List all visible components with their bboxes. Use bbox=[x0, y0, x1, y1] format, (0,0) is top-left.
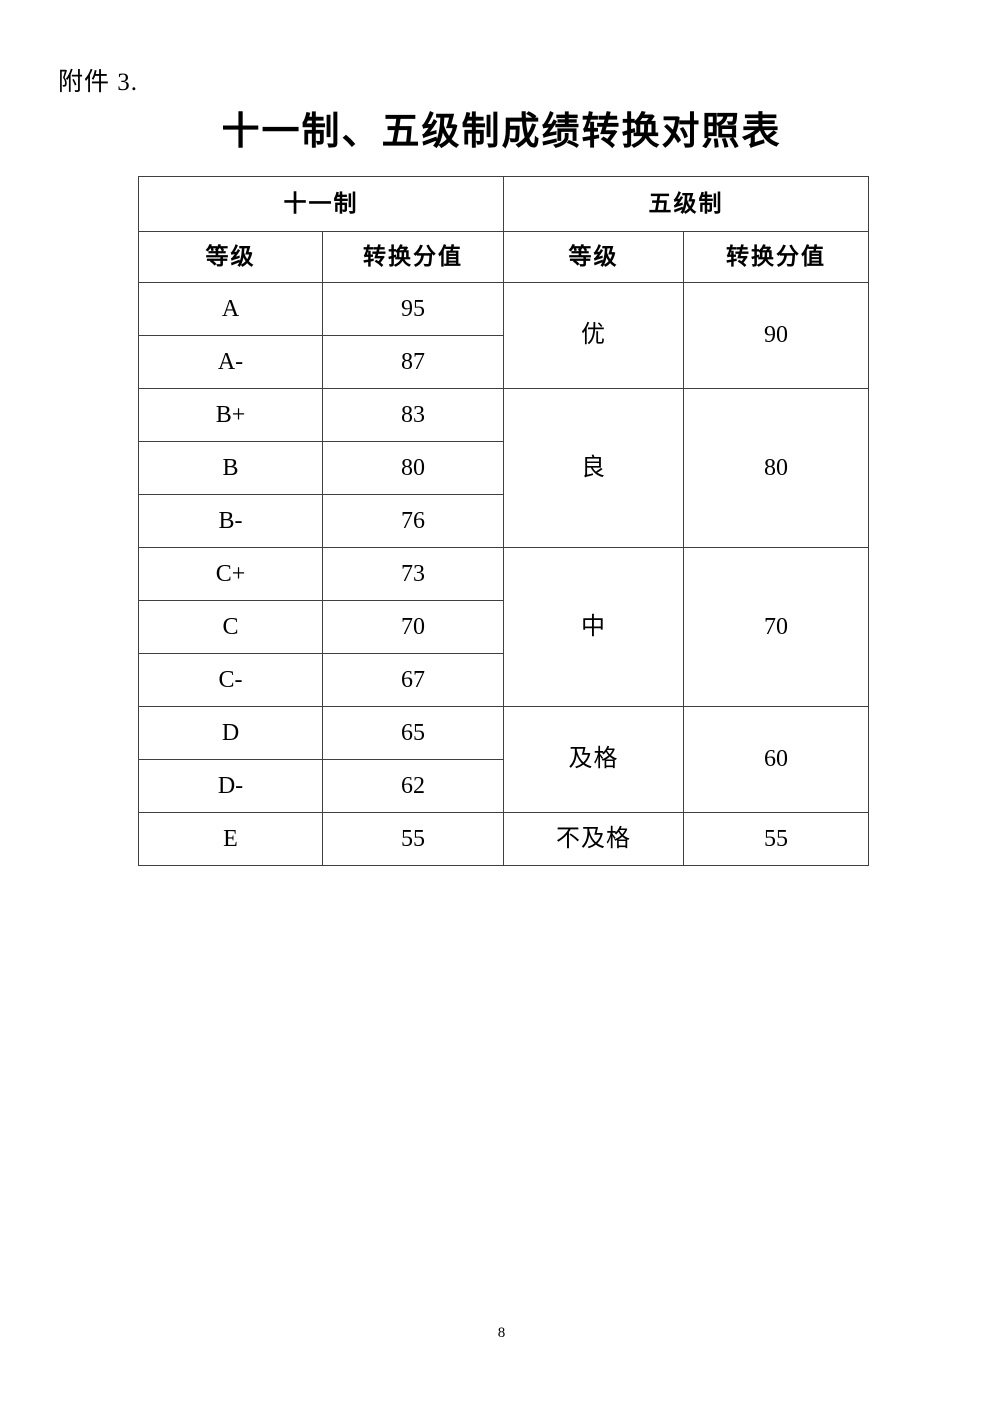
eleven-score-cell: 95 bbox=[322, 282, 504, 336]
five-score-cell: 60 bbox=[683, 706, 869, 813]
eleven-score-cell: 80 bbox=[322, 441, 504, 495]
eleven-score-cell: 73 bbox=[322, 547, 504, 601]
page-number: 8 bbox=[497, 1325, 506, 1341]
five-grade-cell: 及格 bbox=[503, 706, 684, 813]
eleven-grade-cell: A bbox=[138, 282, 323, 336]
column-header-eleven-grade: 等级 bbox=[138, 231, 323, 283]
table-row: C 70 bbox=[138, 600, 869, 654]
eleven-score-cell: 87 bbox=[322, 335, 504, 389]
five-grade-cell: 不及格 bbox=[503, 812, 684, 866]
group-header-five-system: 五级制 bbox=[503, 176, 869, 232]
five-score-cell: 70 bbox=[683, 547, 869, 707]
table-row: C+ 73 中 70 bbox=[138, 547, 869, 707]
five-score-cell: 80 bbox=[683, 388, 869, 548]
column-header-eleven-score: 转换分值 bbox=[322, 231, 504, 283]
table-row: A- 87 bbox=[138, 335, 869, 389]
eleven-grade-cell: B+ bbox=[138, 388, 323, 442]
eleven-score-cell: 62 bbox=[322, 759, 504, 813]
eleven-grade-cell: E bbox=[138, 812, 323, 866]
eleven-score-cell: 76 bbox=[322, 494, 504, 548]
grade-conversion-table: 十一制 五级制 等级 转换分值 等级 转换分值 A 95 优 90 A- 87 bbox=[138, 176, 869, 866]
column-header-five-grade: 等级 bbox=[503, 231, 684, 283]
five-grade-cell: 优 bbox=[503, 282, 684, 389]
eleven-grade-cell: C bbox=[138, 600, 323, 654]
attachment-label: 附件 3. bbox=[58, 69, 139, 96]
eleven-score-cell: 70 bbox=[322, 600, 504, 654]
column-header-five-score: 转换分值 bbox=[683, 231, 869, 283]
eleven-grade-cell: C+ bbox=[138, 547, 323, 601]
eleven-grade-cell: B- bbox=[138, 494, 323, 548]
five-score-cell: 90 bbox=[683, 282, 869, 389]
group-header-eleven-system: 十一制 bbox=[138, 176, 504, 232]
eleven-score-cell: 67 bbox=[322, 653, 504, 707]
eleven-grade-cell: D- bbox=[138, 759, 323, 813]
table-row: C- 67 bbox=[138, 653, 869, 707]
table-row: B 80 bbox=[138, 441, 869, 495]
five-grade-cell: 良 bbox=[503, 388, 684, 548]
eleven-grade-cell: D bbox=[138, 706, 323, 760]
eleven-grade-cell: B bbox=[138, 441, 323, 495]
eleven-score-cell: 65 bbox=[322, 706, 504, 760]
table-group-header-row: 十一制 五级制 bbox=[138, 176, 869, 232]
eleven-score-cell: 55 bbox=[322, 812, 504, 866]
table-row: D 65 及格 60 bbox=[138, 706, 869, 813]
table-row: B+ 83 良 80 bbox=[138, 388, 869, 548]
table-row: D- 62 bbox=[138, 759, 869, 813]
eleven-score-cell: 83 bbox=[322, 388, 504, 442]
eleven-grade-cell: C- bbox=[138, 653, 323, 707]
table-column-header-row: 等级 转换分值 等级 转换分值 bbox=[138, 231, 869, 283]
five-score-cell: 55 bbox=[683, 812, 869, 866]
page-title: 十一制、五级制成绩转换对照表 bbox=[221, 111, 782, 153]
five-grade-cell: 中 bbox=[503, 547, 684, 707]
table-row: A 95 优 90 bbox=[138, 282, 869, 389]
table-row: E 55 不及格 55 bbox=[138, 812, 869, 866]
eleven-grade-cell: A- bbox=[138, 335, 323, 389]
